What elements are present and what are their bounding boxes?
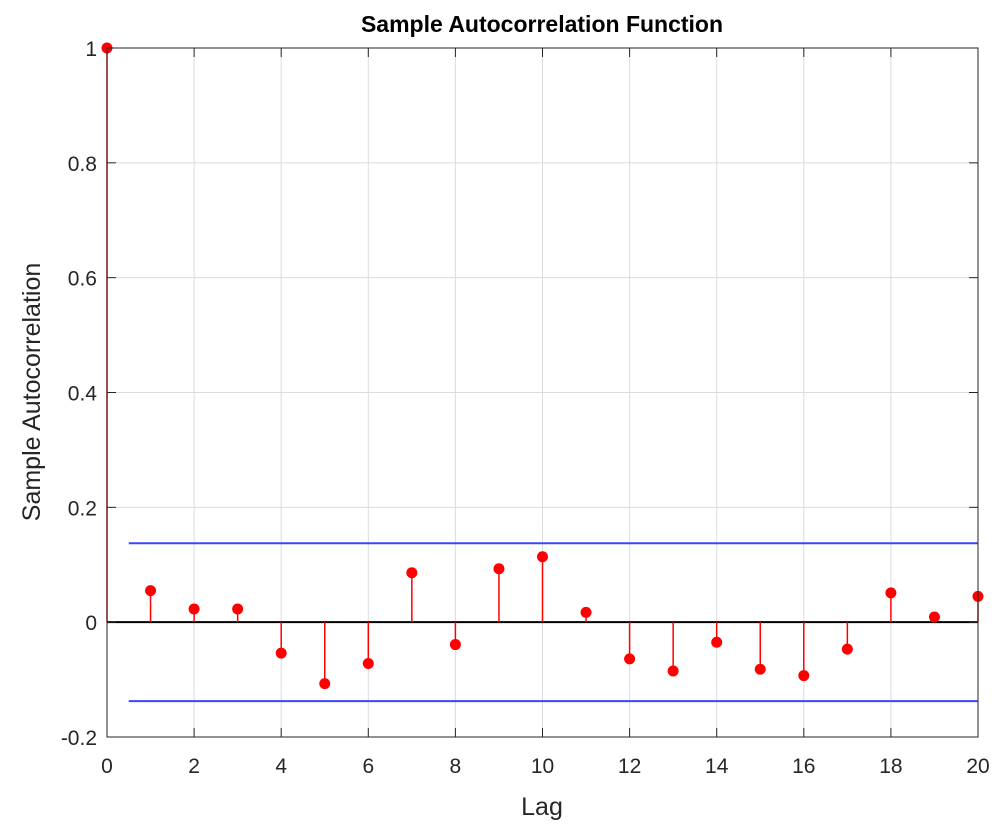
y-tick-label: 0.2 (68, 497, 97, 520)
stem-marker (275, 647, 287, 659)
stem-marker (362, 658, 374, 670)
x-tick-label: 14 (705, 755, 729, 778)
stem-marker (406, 567, 418, 579)
stem-marker (928, 611, 940, 623)
stem-marker (580, 606, 592, 618)
stem-marker (319, 678, 331, 690)
stem-marker (798, 670, 810, 682)
x-axis-ticks: 0 2 4 6 8 10 12 14 16 18 20 (101, 48, 990, 778)
y-axis-label: Sample Autocorrelation (18, 263, 46, 521)
stem-marker (449, 639, 461, 651)
x-tick-label: 18 (879, 755, 902, 778)
stem-marker (188, 603, 200, 615)
stem-marker (885, 587, 897, 599)
x-tick-label: 0 (101, 755, 113, 778)
x-tick-label: 6 (362, 755, 374, 778)
stem-marker (624, 653, 636, 665)
x-tick-label: 8 (450, 755, 462, 778)
stem-marker (667, 665, 679, 677)
stem-marker (754, 663, 766, 675)
x-tick-label: 12 (618, 755, 641, 778)
stem-marker (145, 585, 157, 597)
x-tick-label: 16 (792, 755, 815, 778)
y-axis-ticks: -0.2 0 0.2 0.4 0.6 0.8 1 (61, 38, 978, 750)
y-tick-label: 0 (85, 612, 97, 635)
stem-marker (493, 563, 505, 575)
y-tick-label: 0.6 (68, 268, 97, 291)
x-tick-label: 4 (275, 755, 287, 778)
x-tick-label: 20 (966, 755, 989, 778)
x-axis-label: Lag (521, 793, 563, 821)
y-tick-label: -0.2 (61, 727, 97, 750)
stem-marker (537, 551, 548, 563)
y-tick-label: 0.8 (68, 153, 97, 176)
stem-marker (841, 643, 853, 655)
y-tick-label: 0.4 (68, 383, 98, 406)
y-tick-label: 1 (85, 38, 97, 61)
chart-title: Sample Autocorrelation Function (361, 11, 723, 37)
confidence-bounds (128, 542, 978, 703)
stem-marker (711, 636, 723, 648)
x-tick-label: 10 (531, 755, 554, 778)
x-tick-label: 2 (188, 755, 200, 778)
stem-marker (232, 603, 244, 615)
